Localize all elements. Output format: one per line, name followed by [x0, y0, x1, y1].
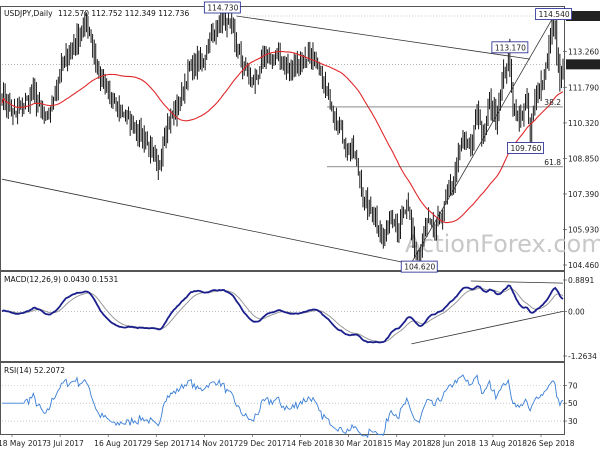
- moving-average-line: [1, 50, 564, 224]
- date-tick-label: 13 Aug 2018: [479, 439, 527, 448]
- label-layer: 114.730 104.620 113.170 109.760 114.540: [203, 1, 573, 273]
- rsi-y-axis: 70 50 30: [563, 381, 578, 426]
- swing-label-box: [491, 41, 529, 54]
- swing-label-box: [203, 1, 241, 14]
- date-x-axis: 18 May 2017 3 Jul 2017 16 Aug 2017 29 Sep 2…: [0, 434, 575, 448]
- rsi-panel-frame: [0, 362, 565, 435]
- watermark: ActionForex.com: [405, 230, 600, 258]
- macd-line: [1, 284, 564, 344]
- date-tick-label: 26 Sep 2018: [527, 439, 575, 448]
- rsi-tick-label: 30: [568, 417, 578, 426]
- price-tick-label: 107.390: [568, 190, 599, 199]
- date-tick-label: 29 Sep 2017: [142, 439, 190, 448]
- macd-trendline-upper: [470, 280, 564, 284]
- rsi-title: RSI(14) 52.2072: [4, 366, 65, 375]
- macd-title: MACD(12,26,9) 0.0430 0.1531: [4, 275, 118, 284]
- rsi-layer: [2, 374, 564, 439]
- swing-label: 114.540: [539, 10, 570, 19]
- swing-label-box: [507, 142, 544, 154]
- lower-trendline: [1, 178, 412, 265]
- price-title: USDJPY,Daily: [4, 9, 53, 18]
- date-tick-label: 15 May 2018: [383, 439, 432, 448]
- last-price-tag: 112.736: [568, 60, 599, 69]
- rsi-tick-label: 50: [568, 399, 578, 408]
- macd-layer: [1, 280, 564, 345]
- date-tick-label: 3 Jul 2017: [46, 439, 84, 448]
- rsi-tick-label: 70: [568, 381, 578, 390]
- swing-label: 109.760: [510, 144, 541, 153]
- macd-panel-frame: [0, 271, 565, 362]
- ohlc-values: 112.570 112.752 112.349 112.736: [58, 9, 189, 18]
- macd-trendline-lower: [411, 311, 564, 345]
- price-tick-label: 105.930: [568, 225, 599, 234]
- swing-label-box: [400, 260, 438, 273]
- price-tick-label: 111.790: [568, 83, 599, 92]
- last-price-tag-box: [566, 59, 600, 70]
- macd-tick-label: -1.2634: [568, 352, 597, 361]
- macd-y-axis: 0.8891 0.00 -1.2634: [563, 276, 597, 361]
- fib-level-label: 38.2: [544, 98, 561, 107]
- swing-label: 113.170: [495, 43, 526, 52]
- swing-label: 104.620: [404, 263, 435, 272]
- macd-tick-label: 0.00: [568, 307, 585, 316]
- price-layer: 38.2 61.8: [1, 5, 564, 267]
- macd-tick-label: 0.8891: [568, 276, 594, 285]
- price-tick-label: 113.260: [568, 48, 599, 57]
- price-tick-label: 104.460: [568, 261, 599, 270]
- price-tick-label: 110.320: [568, 119, 599, 128]
- high-price-tag-box: [566, 11, 600, 21]
- price-tick-label: 108.850: [568, 155, 599, 164]
- date-tick-label: 14 Feb 2018: [287, 439, 334, 448]
- date-tick-label: 29 Dec 2017: [238, 439, 286, 448]
- fib-level-label: 61.8: [544, 158, 561, 167]
- upper-trendline: [236, 15, 531, 60]
- rsi-line: [2, 374, 564, 439]
- rising-trendline: [411, 18, 553, 264]
- date-tick-label: 14 Nov 2017: [190, 439, 238, 448]
- date-tick-label: 30 Mar 2018: [335, 439, 383, 448]
- swing-label-box: [535, 8, 573, 21]
- swing-label: 114.730: [207, 4, 238, 13]
- high-price-tag: 114.730: [568, 12, 599, 21]
- date-tick-label: 28 Jun 2018: [431, 439, 476, 448]
- date-tick-label: 16 Aug 2017: [94, 439, 142, 448]
- date-tick-label: 18 May 2017: [0, 439, 47, 448]
